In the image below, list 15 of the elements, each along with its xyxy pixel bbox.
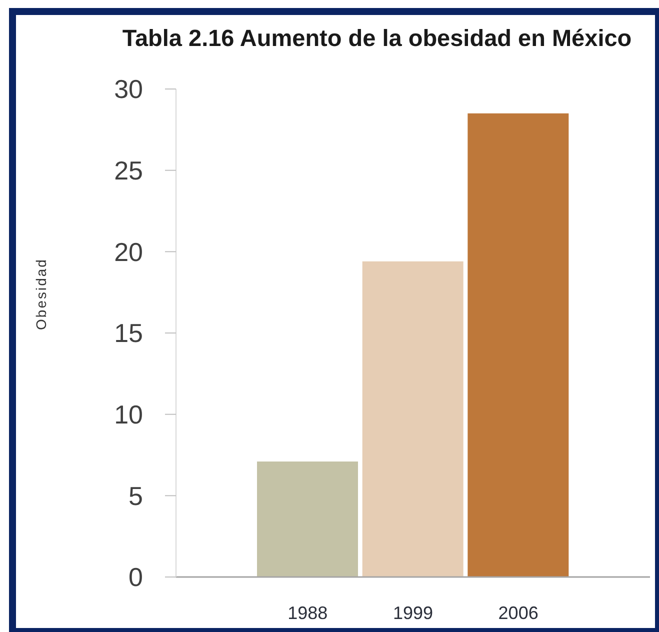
y-tick-label: 30 bbox=[114, 74, 143, 104]
bar bbox=[257, 462, 358, 577]
y-tick-label: 0 bbox=[128, 562, 143, 592]
x-tick-label: 1988 bbox=[288, 602, 328, 623]
x-tick-label: 1999 bbox=[392, 602, 434, 623]
y-tick-label: 15 bbox=[114, 318, 143, 348]
y-axis-title: Obesidad bbox=[33, 258, 49, 330]
x-tick-label: 2006 bbox=[498, 602, 538, 623]
y-tick-label: 5 bbox=[128, 480, 143, 511]
bar bbox=[362, 261, 464, 577]
y-tick-label: 20 bbox=[114, 236, 143, 267]
y-tick-label: 25 bbox=[114, 156, 143, 186]
y-tick-label: 10 bbox=[114, 400, 143, 430]
bar bbox=[468, 113, 569, 577]
chart-title: Tabla 2.16 Aumento de la obesidad en México bbox=[122, 25, 632, 51]
